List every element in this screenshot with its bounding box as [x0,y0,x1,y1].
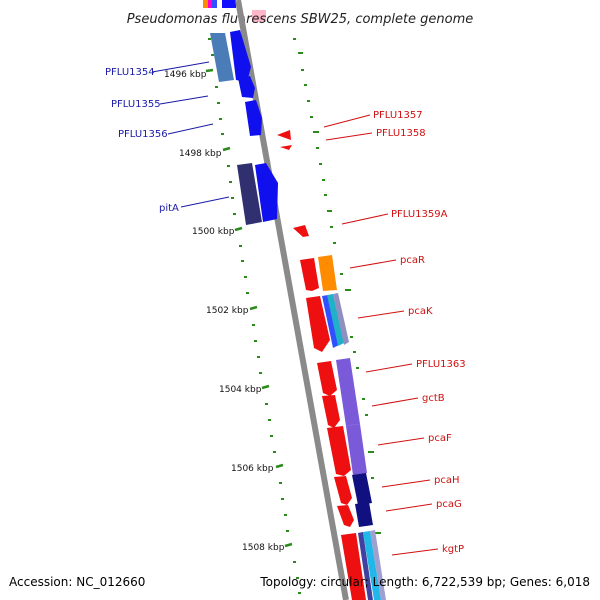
gene-label[interactable]: kgtP [442,544,464,555]
gene-pflu1363-b[interactable] [336,358,360,426]
tick-scale: 1496 kbp 1498 kbp 1500 kbp 1502 kbp 1504… [164,38,301,594]
gene-label[interactable]: PFLU1359A [391,209,448,220]
reverse-genes [277,130,386,600]
gene-pcah-b[interactable] [352,473,372,505]
major-ticks [205,68,293,548]
gene-pcag-b[interactable] [355,502,373,527]
gene-pita[interactable] [237,163,262,225]
tick-label: 1502 kbp [206,306,249,316]
gene-label[interactable]: pcaH [434,475,460,486]
gene-label[interactable]: pcaK [408,306,433,317]
gene-kgtp-b2[interactable] [363,531,381,600]
gene-pcaf[interactable] [327,426,351,476]
right-gene-labels: PFLU1357 PFLU1358 PFLU1359A pcaR pcaK PF… [373,110,466,555]
gene-kgtp[interactable] [341,533,366,600]
tick-label: 1504 kbp [219,385,262,395]
tick-label: 1496 kbp [164,70,207,80]
gene-pflu1359a[interactable] [293,225,309,237]
accession-text: Accession: NC_012660 [9,575,145,589]
gene-label[interactable]: PFLU1355 [111,99,161,110]
tick-label: 1500 kbp [192,227,235,237]
gene-kgtp-b1[interactable] [358,532,373,600]
gene-label[interactable]: PFLU1358 [376,128,426,139]
gene-pflu1354[interactable] [210,33,234,82]
gene-pflu1358[interactable] [280,145,292,150]
gene-pcak-b3[interactable] [333,293,349,345]
forward-genes [210,30,278,225]
tick-label: 1498 kbp [179,149,222,159]
gene-pflu1354-b[interactable] [230,30,251,82]
right-tick-dots [293,38,381,534]
gene-pflu1357[interactable] [277,130,291,140]
genome-summary-text: Topology: circular; Length: 6,722,539 bp… [259,575,590,589]
gene-kgtp-b3[interactable] [370,530,386,600]
gene-pflu1355[interactable] [238,76,255,98]
gene-label[interactable]: PFLU1357 [373,110,423,121]
gene-pcar[interactable] [300,258,319,291]
gene-label[interactable]: pitA [159,203,179,214]
gene-gctb-b[interactable] [346,424,367,475]
tick-label: 1506 kbp [231,464,274,474]
gene-pcak-b1[interactable] [322,295,339,348]
gene-pcar-b[interactable] [318,255,337,291]
gene-label[interactable]: PFLU1363 [416,359,466,370]
gene-label[interactable]: pcaF [428,433,452,444]
gene-label[interactable]: PFLU1354 [105,67,155,78]
tick-label: 1508 kbp [242,543,285,553]
gene-label[interactable]: PFLU1356 [118,129,168,140]
gene-gctb[interactable] [322,395,340,428]
left-tick-dots [208,38,301,594]
gene-pcag[interactable] [337,505,354,527]
gene-label[interactable]: pcaR [400,255,425,266]
leader-lines [151,61,439,556]
gene-label[interactable]: pcaG [436,499,462,510]
left-gene-labels: PFLU1354 PFLU1355 PFLU1356 pitA [105,67,179,214]
gene-label[interactable]: gctB [422,393,445,404]
gene-pflu1356[interactable] [245,100,262,136]
gene-pcah[interactable] [334,476,352,505]
gene-pflu1363[interactable] [317,361,337,396]
gene-pcak-b2[interactable] [327,294,344,346]
gene-pita-b[interactable] [255,163,278,222]
gene-pcak[interactable] [306,296,330,352]
top-fragments [203,0,266,22]
map-title: Pseudomonas fluorescens SBW25, complete … [127,12,474,27]
